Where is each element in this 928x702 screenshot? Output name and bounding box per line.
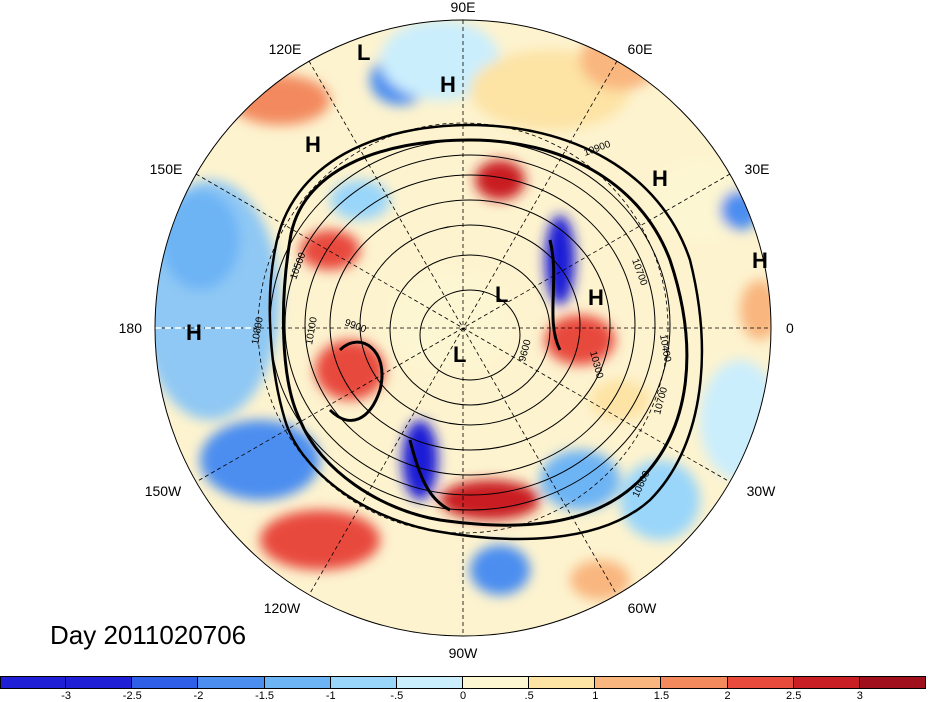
colorbar-tick-label: 1 (592, 690, 599, 702)
colorbar-tick-label: -2.5 (122, 690, 142, 702)
colorbar-swatch (66, 676, 133, 689)
map-boundary (154, 19, 772, 637)
colorbar-swatch (0, 676, 67, 689)
colorbar-swatch (330, 676, 397, 689)
contour-label: 10400 (657, 334, 673, 364)
lon-label-90e: 90E (451, 0, 476, 15)
pressure-center: L (453, 342, 466, 367)
pressure-center: L (357, 40, 370, 65)
pressure-center: H (588, 285, 604, 310)
lon-label-0: 0 (786, 320, 794, 336)
pressure-center: H (305, 132, 321, 157)
colorbar-tick-label: .5 (524, 690, 534, 702)
colorbar-frame (0, 676, 926, 689)
contour-label: 10100 (304, 316, 320, 346)
pressure-center: L (495, 282, 508, 307)
lon-label-150e: 150E (150, 161, 183, 177)
pressure-center: H (752, 248, 768, 273)
colorbar-tick-label: 0 (459, 690, 467, 702)
lon-label-90w: 90W (449, 645, 479, 661)
contour-label: 10800 (250, 316, 266, 346)
colorbar-swatch (264, 676, 331, 689)
pressure-center: H (440, 72, 456, 97)
colorbar-tick-label: 2 (724, 690, 731, 702)
lon-label-30w: 30W (747, 483, 777, 499)
polar-stereographic-map: 90E 90W 180 0 120E 60E 150E 30E 150W 30W… (119, 0, 794, 661)
lon-label-120w: 120W (264, 600, 301, 616)
lon-label-180: 180 (119, 320, 143, 336)
colorbar-swatch (198, 676, 265, 689)
colorbar-swatch (463, 676, 530, 689)
grid-lines (155, 20, 771, 636)
colorbar-swatch (595, 676, 662, 689)
colorbar-tick-label: -1 (325, 690, 336, 702)
lon-label-60e: 60E (628, 41, 653, 57)
colorbar-swatch (727, 676, 794, 689)
colorbar-tick-label: 1.5 (653, 690, 670, 702)
colorbar-tick-label: -.5 (390, 690, 404, 702)
pressure-center: H (652, 166, 668, 191)
colorbar-swatch (661, 676, 728, 689)
colorbar-tick-label: 2.5 (786, 690, 802, 702)
colorbar: -3 -2.5 -2 -1.5 -1 -.5 0 .5 1 1.5 2 2.5 3 (0, 672, 928, 702)
lon-label-30e: 30E (745, 161, 770, 177)
colorbar-tick-label: -1.5 (255, 690, 275, 702)
lon-label-60w: 60W (628, 600, 658, 616)
longitude-labels: 90E 90W 180 0 120E 60E 150E 30E 150W 30W… (119, 0, 794, 661)
colorbar-tick-label: -2 (193, 690, 204, 702)
pressure-center-labels: L H H H H H L H L (186, 40, 768, 367)
colorbar-swatch (793, 676, 860, 689)
colorbar-swatch (132, 676, 199, 689)
lon-label-150w: 150W (145, 483, 182, 499)
colorbar-swatch (396, 676, 463, 689)
colorbar-tick-label: 3 (856, 690, 863, 702)
lon-label-120e: 120E (269, 41, 302, 57)
date-title: Day 2011020706 (50, 620, 247, 650)
pressure-center: H (186, 320, 202, 345)
colorbar-swatch (529, 676, 596, 689)
colorbar-tick-label: -3 (61, 690, 72, 702)
height-contours (268, 123, 704, 541)
